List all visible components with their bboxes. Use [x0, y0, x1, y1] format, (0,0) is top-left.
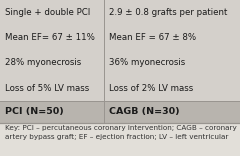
- Text: Single + double PCI: Single + double PCI: [5, 8, 90, 17]
- Bar: [0, 123, 240, 156]
- Text: 2.9 ± 0.8 grafts per patient: 2.9 ± 0.8 grafts per patient: [109, 8, 228, 17]
- Bar: [0, 101, 240, 123]
- Text: PCI (N=50): PCI (N=50): [5, 107, 64, 116]
- Text: Loss of 5% LV mass: Loss of 5% LV mass: [5, 84, 89, 93]
- Text: Mean EF = 67 ± 8%: Mean EF = 67 ± 8%: [109, 33, 197, 42]
- Text: Loss of 2% LV mass: Loss of 2% LV mass: [109, 84, 194, 93]
- Text: 36% myonecrosis: 36% myonecrosis: [109, 58, 186, 67]
- Bar: [0, 0, 240, 101]
- Text: 28% myonecrosis: 28% myonecrosis: [5, 58, 81, 67]
- Text: Key: PCI – percutaneous coronary intervention; CAGB – coronary
artery bypass gra: Key: PCI – percutaneous coronary interve…: [5, 125, 237, 140]
- Text: CAGB (N=30): CAGB (N=30): [109, 107, 180, 116]
- Text: Mean EF= 67 ± 11%: Mean EF= 67 ± 11%: [5, 33, 95, 42]
